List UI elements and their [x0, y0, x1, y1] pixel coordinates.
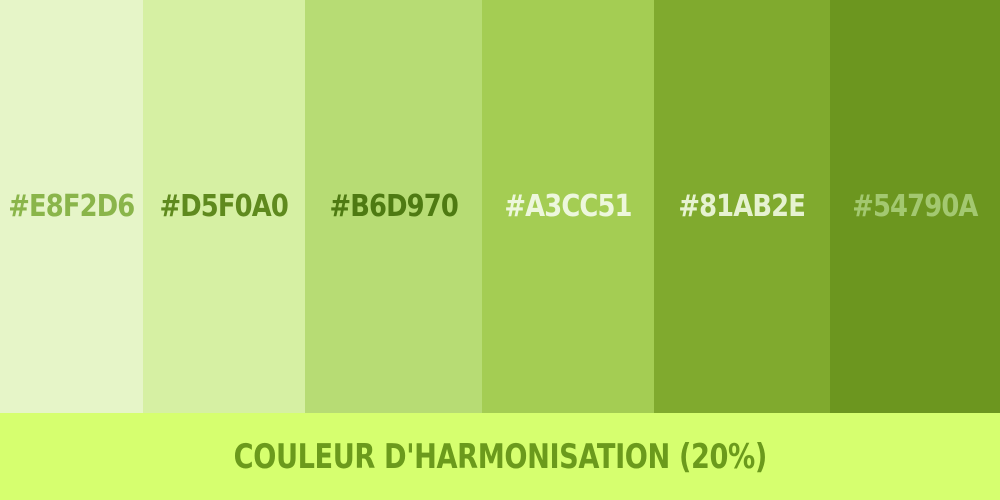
swatch-hex-label: #E8F2D6 [8, 189, 135, 224]
color-swatch-1: #E8F2D6 [0, 0, 143, 413]
color-swatch-2: #D5F0A0 [143, 0, 305, 413]
swatch-hex-label: #D5F0A0 [159, 189, 289, 224]
color-swatch-6: #54790A [830, 0, 1000, 413]
color-palette: #E8F2D6 #D5F0A0 #B6D970 #A3CC51 #81AB2E … [0, 0, 1000, 413]
color-swatch-4: #A3CC51 [482, 0, 654, 413]
palette-footer: COULEUR D'HARMONISATION (20%) [0, 413, 1000, 500]
color-swatch-5: #81AB2E [654, 0, 830, 413]
swatch-hex-label: #A3CC51 [504, 189, 632, 224]
palette-title: COULEUR D'HARMONISATION (20%) [233, 436, 767, 477]
swatch-hex-label: #54790A [852, 189, 978, 224]
color-swatch-3: #B6D970 [305, 0, 482, 413]
swatch-hex-label: #B6D970 [329, 189, 458, 224]
swatch-hex-label: #81AB2E [678, 189, 807, 224]
